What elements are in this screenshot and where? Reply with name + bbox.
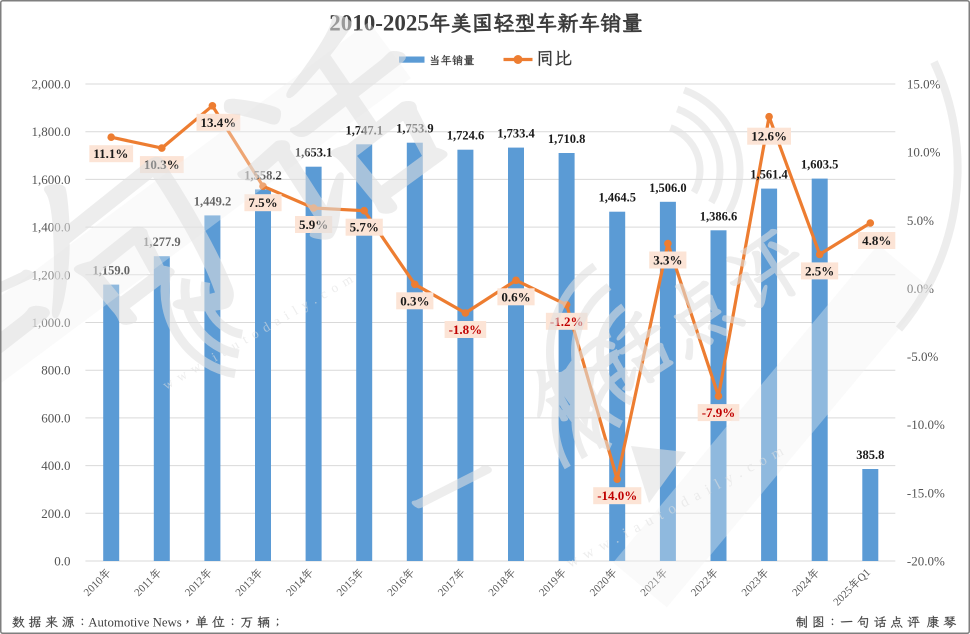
svg-text:1,603.5: 1,603.5: [801, 158, 839, 172]
svg-text:1,600.0: 1,600.0: [32, 172, 71, 187]
svg-text:1,724.6: 1,724.6: [447, 129, 485, 143]
svg-text:12.6%: 12.6%: [751, 129, 787, 144]
svg-text:1,386.6: 1,386.6: [700, 209, 738, 223]
svg-text:1,464.5: 1,464.5: [599, 191, 637, 205]
svg-text:1,653.1: 1,653.1: [295, 146, 333, 160]
svg-text:385.8: 385.8: [856, 448, 884, 462]
svg-text:-7.9%: -7.9%: [702, 405, 736, 420]
svg-text:1,506.0: 1,506.0: [649, 181, 687, 195]
svg-text:800.0: 800.0: [41, 363, 70, 378]
svg-text:10.0%: 10.0%: [907, 145, 941, 160]
svg-text:-14.0%: -14.0%: [597, 488, 637, 503]
svg-text:2,000.0: 2,000.0: [32, 77, 71, 92]
svg-text:5.0%: 5.0%: [907, 213, 934, 228]
svg-text:1,733.4: 1,733.4: [497, 127, 535, 141]
svg-text:2.5%: 2.5%: [805, 263, 834, 278]
svg-text:4.8%: 4.8%: [862, 233, 891, 248]
svg-text:0.6%: 0.6%: [501, 289, 530, 304]
svg-text:1,561.4: 1,561.4: [750, 168, 788, 182]
svg-text:-20.0%: -20.0%: [907, 554, 945, 569]
svg-text:0.3%: 0.3%: [400, 293, 429, 308]
svg-text:-1.8%: -1.8%: [449, 322, 483, 337]
svg-text:13.4%: 13.4%: [201, 115, 237, 130]
svg-text:-15.0%: -15.0%: [907, 485, 945, 500]
svg-text:5.7%: 5.7%: [350, 220, 379, 235]
svg-text:-5.0%: -5.0%: [907, 349, 939, 364]
svg-text:0.0: 0.0: [54, 554, 70, 569]
svg-text:400.0: 400.0: [41, 458, 70, 473]
svg-text:7.5%: 7.5%: [248, 195, 277, 210]
svg-text:11.1%: 11.1%: [93, 146, 128, 161]
svg-text:15.0%: 15.0%: [907, 77, 941, 92]
svg-text:-10.0%: -10.0%: [907, 417, 945, 432]
svg-text:3.3%: 3.3%: [653, 253, 682, 268]
svg-text:600.0: 600.0: [41, 410, 70, 425]
svg-text:1,449.2: 1,449.2: [194, 194, 232, 208]
svg-text:1,710.8: 1,710.8: [548, 132, 586, 146]
svg-text:1,800.0: 1,800.0: [32, 124, 71, 139]
svg-text:Automotive News: Automotive News: [88, 616, 181, 630]
svg-text:200.0: 200.0: [41, 506, 70, 521]
